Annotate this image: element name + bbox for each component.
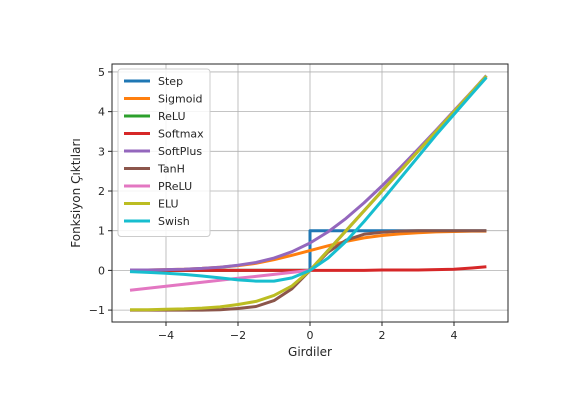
y-tick-label: 0 bbox=[98, 264, 105, 277]
y-tick-label: 4 bbox=[98, 106, 105, 119]
legend-label-sigmoid: Sigmoid bbox=[158, 93, 203, 106]
y-tick-label: 5 bbox=[98, 66, 105, 79]
legend-box bbox=[117, 68, 211, 237]
x-tick-label: 0 bbox=[307, 329, 314, 342]
legend-label-elu: ELU bbox=[158, 198, 179, 211]
y-tick-label: 1 bbox=[98, 225, 105, 238]
series-layer bbox=[129, 74, 488, 312]
x-tick-label: 2 bbox=[379, 329, 386, 342]
series-line-swish bbox=[129, 76, 488, 283]
y-axis-label: Fonksiyon Çıktıları bbox=[69, 138, 83, 247]
legend-label-prelu: PReLU bbox=[158, 180, 192, 193]
x-tick-label: −2 bbox=[230, 329, 246, 342]
legend-label-softplus: SoftPlus bbox=[158, 145, 202, 158]
legend-label-swish: Swish bbox=[158, 215, 190, 228]
legend: Step Sigmoid ReLU Softmax SoftPlus TanH PReLU E… bbox=[117, 68, 211, 237]
x-tick-label: −4 bbox=[158, 329, 174, 342]
x-tick-label: 4 bbox=[451, 329, 458, 342]
legend-label-step: Step bbox=[158, 75, 183, 88]
y-tick-label: −1 bbox=[89, 304, 105, 317]
ticks: −4 −2 0 2 4 −1 0 1 2 3 4 5 bbox=[89, 66, 458, 342]
y-tick-label: 3 bbox=[98, 145, 105, 158]
legend-label-softmax: Softmax bbox=[158, 128, 204, 141]
y-tick-label: 2 bbox=[98, 185, 105, 198]
x-axis-label: Girdiler bbox=[288, 345, 332, 359]
legend-label-relu: ReLU bbox=[158, 110, 186, 123]
legend-label-tanh: TanH bbox=[157, 163, 185, 176]
